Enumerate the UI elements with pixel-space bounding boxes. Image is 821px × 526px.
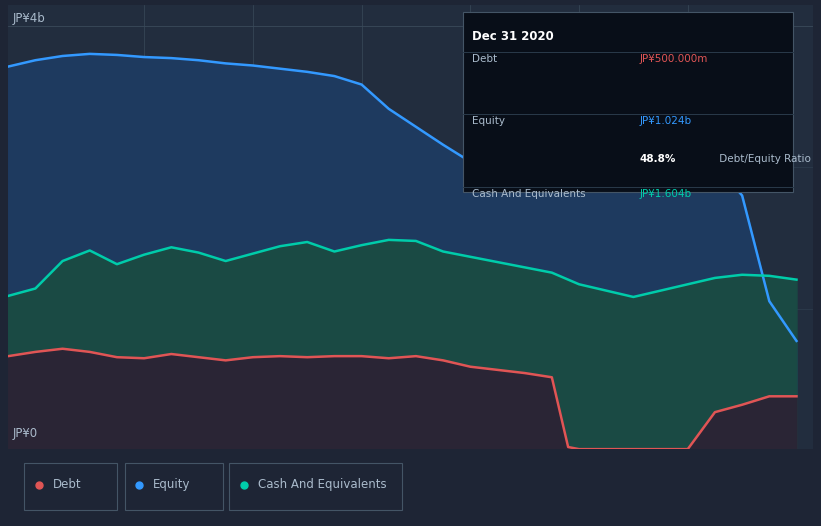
Text: Debt/Equity Ratio: Debt/Equity Ratio [716,154,811,164]
Text: Cash And Equivalents: Cash And Equivalents [258,479,386,491]
Text: JP¥0: JP¥0 [12,427,38,440]
Text: JP¥500.000m: JP¥500.000m [640,54,709,64]
Text: Debt: Debt [53,479,81,491]
Text: Dec 31 2020: Dec 31 2020 [472,29,554,43]
FancyBboxPatch shape [463,12,793,191]
Text: Cash And Equivalents: Cash And Equivalents [472,189,586,199]
Text: Equity: Equity [153,479,190,491]
Text: JP¥1.604b: JP¥1.604b [640,189,692,199]
Text: Equity: Equity [472,116,506,126]
Text: JP¥4b: JP¥4b [12,12,45,25]
Text: 48.8%: 48.8% [640,154,677,164]
Text: Debt: Debt [472,54,498,64]
Text: JP¥1.024b: JP¥1.024b [640,116,692,126]
